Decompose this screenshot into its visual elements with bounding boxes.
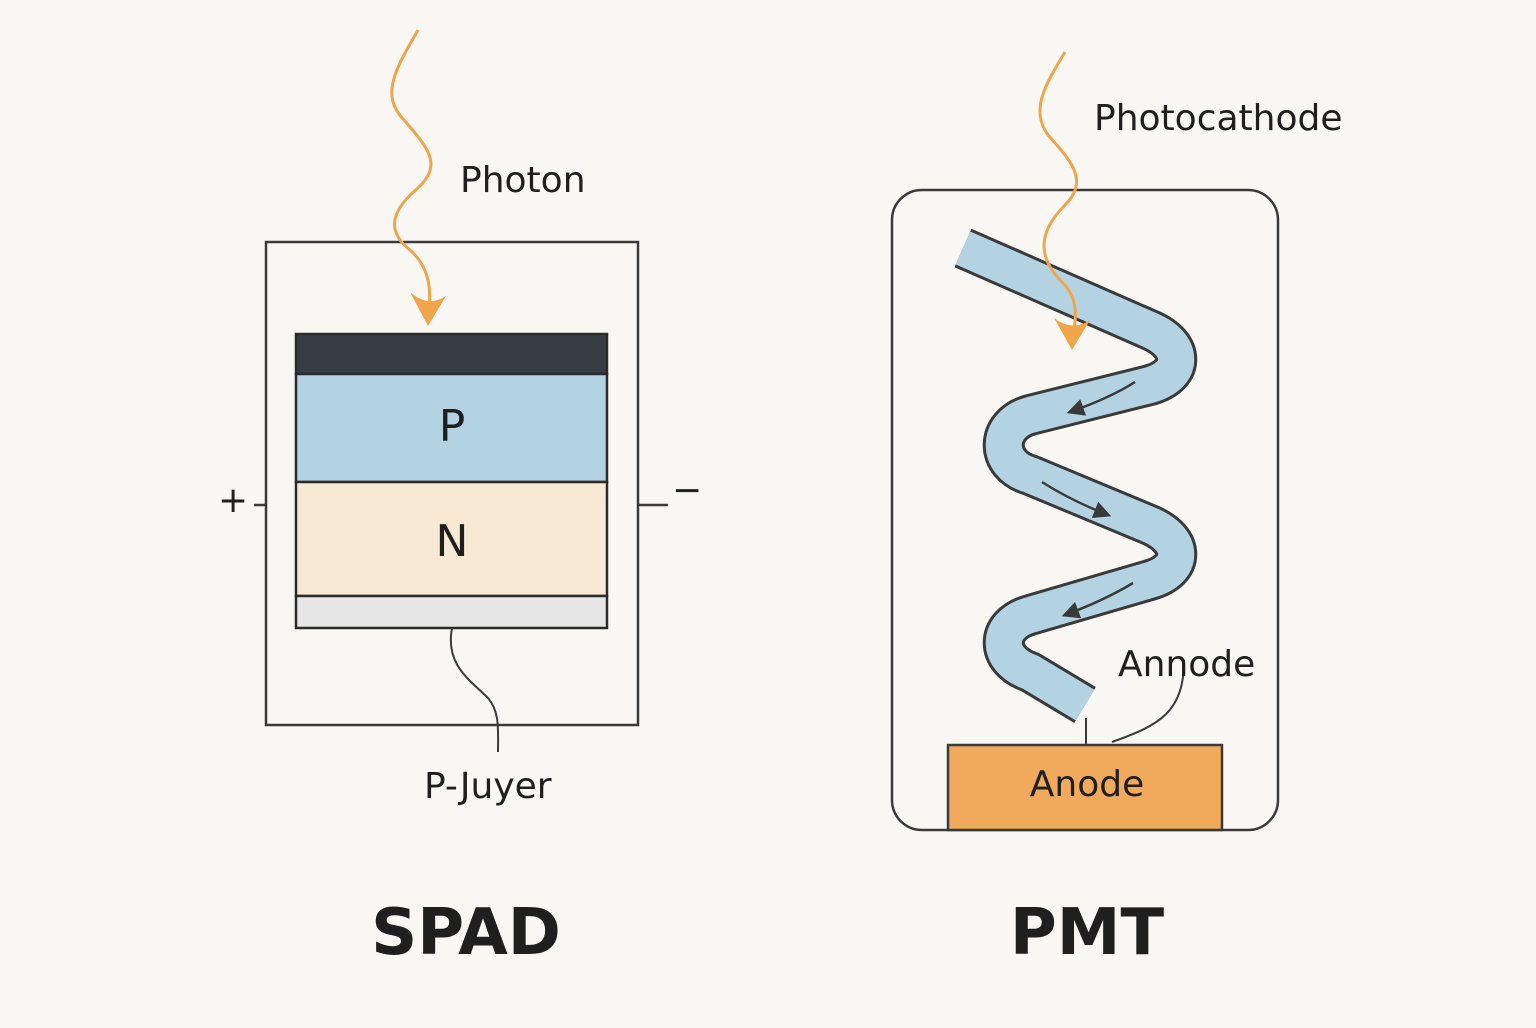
anode-label: Anode	[1030, 764, 1144, 805]
layer-leader-line	[451, 628, 498, 752]
photocathode-label: Photocathode	[1094, 98, 1343, 139]
photon-arrowhead	[410, 292, 446, 326]
top-contact-layer	[296, 334, 607, 374]
photon-label: Photon	[460, 160, 586, 201]
n-layer-label: N	[436, 516, 469, 567]
plus-terminal-label: +	[218, 480, 248, 521]
minus-terminal-label: −	[672, 470, 702, 511]
pmt-title: PMT	[1010, 896, 1165, 970]
pmt-diagram: Photocathode Anode Annode PMT	[892, 52, 1343, 970]
spad-diagram: + − P N Photon P-Juyer SPAD	[218, 30, 702, 970]
p-layer-label: P	[439, 401, 466, 452]
photon-wave	[392, 30, 431, 318]
bottom-contact-layer	[296, 596, 607, 628]
spad-title: SPAD	[371, 896, 561, 970]
layer-label: P-Juyer	[424, 766, 552, 807]
annode-label: Annode	[1118, 644, 1255, 685]
